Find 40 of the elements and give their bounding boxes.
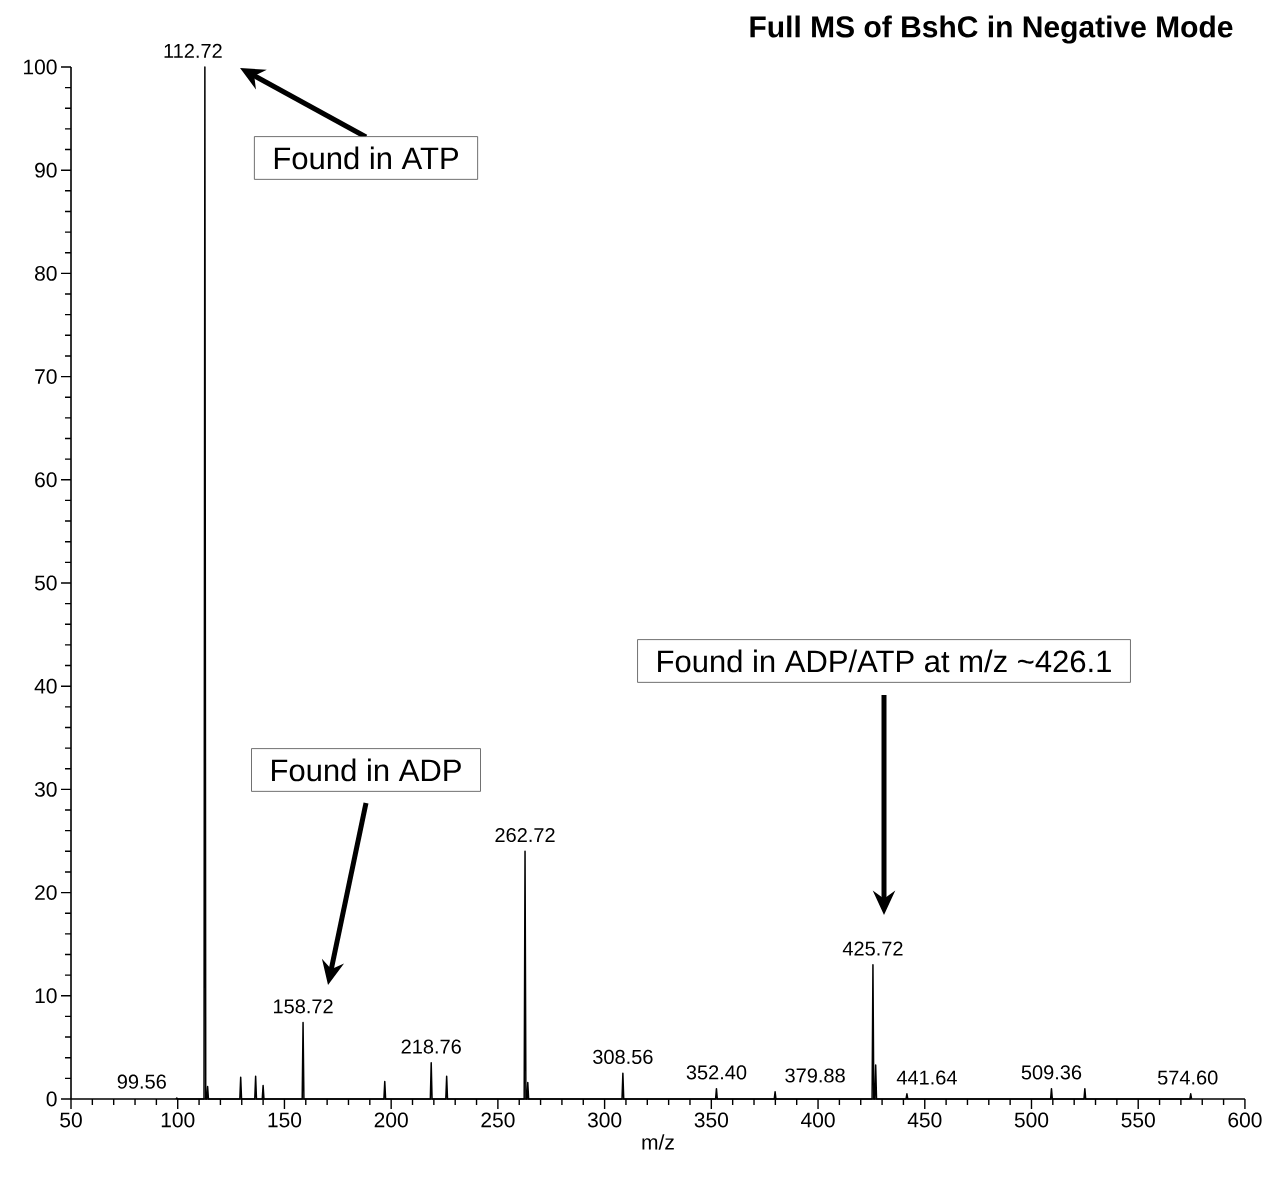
x-tick-label: 400 — [801, 1112, 835, 1128]
y-tick-label: 20 — [35, 885, 57, 901]
x-tick-label: 550 — [1121, 1112, 1155, 1128]
annotation: 158.72 — [273, 999, 333, 1014]
x-tick-label: 200 — [374, 1112, 408, 1128]
x-tick-label: 250 — [481, 1112, 515, 1128]
annotation: 379.88 — [785, 1068, 845, 1083]
annotation: 509.36 — [1021, 1065, 1082, 1080]
x-tick-label: 150 — [268, 1112, 302, 1128]
annotation: Found in ADP — [272, 758, 461, 782]
x-axis-title: m/z — [642, 1134, 674, 1150]
annotation: 308.56 — [593, 1049, 653, 1064]
y-tick-label: 0 — [46, 1091, 57, 1107]
y-tick-label: 100 — [24, 59, 57, 75]
y-tick-label: 70 — [35, 369, 57, 385]
y-tick-label: 90 — [35, 162, 57, 178]
y-tick-label: 30 — [34, 781, 57, 797]
annotation: 441.64 — [896, 1070, 957, 1085]
x-tick-label: 600 — [1228, 1112, 1262, 1128]
x-tick-label: 350 — [694, 1112, 729, 1128]
x-tick-label: 300 — [587, 1112, 622, 1128]
chart-title: Full MS of BshC in Negative Mode — [750, 15, 1233, 44]
annotation: 574.60 — [1157, 1070, 1218, 1085]
annotation: 218.76 — [401, 1039, 461, 1054]
y-tick-label: 40 — [34, 678, 57, 694]
annotation: Found in ADP/ATP at m/z ~426.1 — [658, 649, 1111, 673]
x-tick-label: 100 — [161, 1112, 195, 1128]
y-tick-label: 10 — [35, 988, 57, 1004]
annotation: 425.72 — [842, 941, 903, 956]
y-tick-label: 80 — [35, 265, 57, 281]
x-tick-label: 450 — [907, 1112, 942, 1128]
annotation: Found in ATP — [274, 146, 458, 170]
y-tick-label: 60 — [35, 472, 57, 488]
y-tick-label: 50 — [34, 575, 57, 591]
annotation: 352.40 — [686, 1065, 747, 1080]
annotation: 262.72 — [495, 827, 555, 843]
annotation: 112.72 — [164, 43, 222, 58]
x-tick-label: 50 — [60, 1112, 82, 1128]
annotation: 99.56 — [117, 1074, 166, 1089]
x-tick-label: 500 — [1014, 1112, 1049, 1128]
